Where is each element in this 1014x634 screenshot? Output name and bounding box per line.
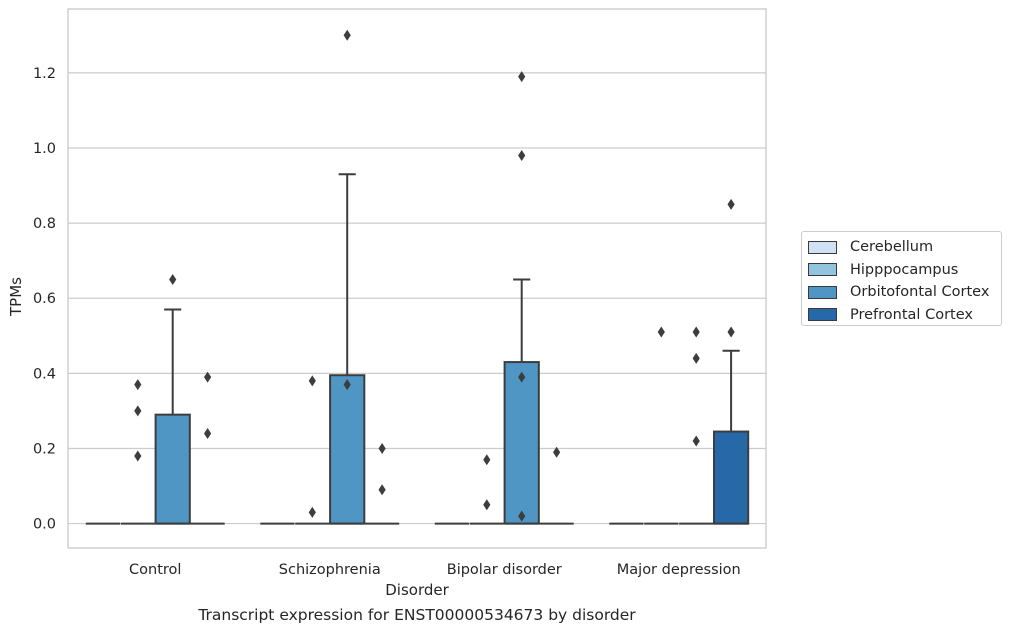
box-group [329, 29, 366, 525]
outlier-point [518, 510, 526, 522]
x-tick-label: Major depression [617, 562, 741, 578]
outlier-point [727, 326, 735, 338]
box-group [679, 326, 714, 525]
outlier-point [308, 506, 316, 518]
box [329, 374, 366, 525]
outlier-point [169, 273, 177, 285]
y-tick-label: 0.2 [33, 441, 56, 457]
y-tick-label: 1.2 [33, 66, 56, 82]
box [503, 361, 540, 525]
outlier-point [343, 379, 351, 391]
y-tick-label: 1.0 [33, 141, 56, 157]
box [154, 413, 191, 525]
box-group [120, 379, 155, 525]
outlier-point [483, 499, 491, 511]
legend-label: Orbitofontal Cortex [850, 284, 990, 301]
outlier-point [308, 375, 316, 387]
legend-swatch [808, 240, 837, 254]
outlier-point [134, 379, 142, 391]
y-tick-label: 0.4 [33, 366, 56, 382]
outlier-point [518, 371, 526, 383]
y-tick-label: 0.6 [33, 291, 56, 307]
legend-label: Prefrontal Cortex [850, 306, 973, 323]
outlier-point [692, 435, 700, 447]
outlier-point [483, 454, 491, 466]
box-group [539, 446, 574, 525]
box-group [154, 273, 191, 525]
x-tick-label: Control [129, 562, 181, 578]
legend: Cerebellum Hipppocampus Orbitofontal Corte… [801, 231, 1002, 326]
outlier-point [692, 352, 700, 364]
legend-item: Cerebellum [802, 236, 1001, 259]
legend-label: Hipppocampus [850, 261, 959, 278]
outlier-point [518, 71, 526, 83]
outlier-point [553, 446, 561, 458]
x-tick-label: Bipolar disorder [447, 562, 562, 578]
box [712, 430, 750, 525]
outlier-point [378, 442, 386, 454]
box-group [503, 71, 540, 525]
box-group [644, 326, 679, 525]
box-group [469, 454, 504, 525]
outlier-point [657, 326, 665, 338]
legend-item: Orbitofontal Cortex [802, 281, 1001, 304]
legend-swatch [808, 285, 837, 299]
legend-swatch [808, 308, 837, 322]
outlier-point [204, 371, 212, 383]
outlier-point [343, 29, 351, 41]
box-group [712, 198, 750, 525]
outlier-point [204, 427, 212, 439]
box-group [364, 442, 400, 525]
y-tick-label: 0.8 [33, 216, 56, 232]
outlier-point [518, 149, 526, 161]
plot-frame [67, 8, 767, 549]
x-axis-title: Disorder [385, 581, 449, 599]
outlier-point [378, 484, 386, 496]
legend-swatch [808, 263, 837, 277]
box-group [295, 375, 330, 525]
outlier-point [134, 450, 142, 462]
y-tick-label: 0.0 [33, 517, 56, 533]
legend-label: Cerebellum [850, 239, 934, 256]
legend-item: Prefrontal Cortex [802, 304, 1001, 327]
y-axis-title: TPMs [7, 277, 25, 317]
chart-caption: Transcript expression for ENST0000053467… [198, 606, 636, 624]
legend-item: Hipppocampus [802, 259, 1001, 282]
x-tick-label: Schizophrenia [279, 562, 381, 578]
box-group [190, 371, 225, 525]
outlier-point [692, 326, 700, 338]
outlier-point [134, 405, 142, 417]
outlier-point [727, 198, 735, 210]
